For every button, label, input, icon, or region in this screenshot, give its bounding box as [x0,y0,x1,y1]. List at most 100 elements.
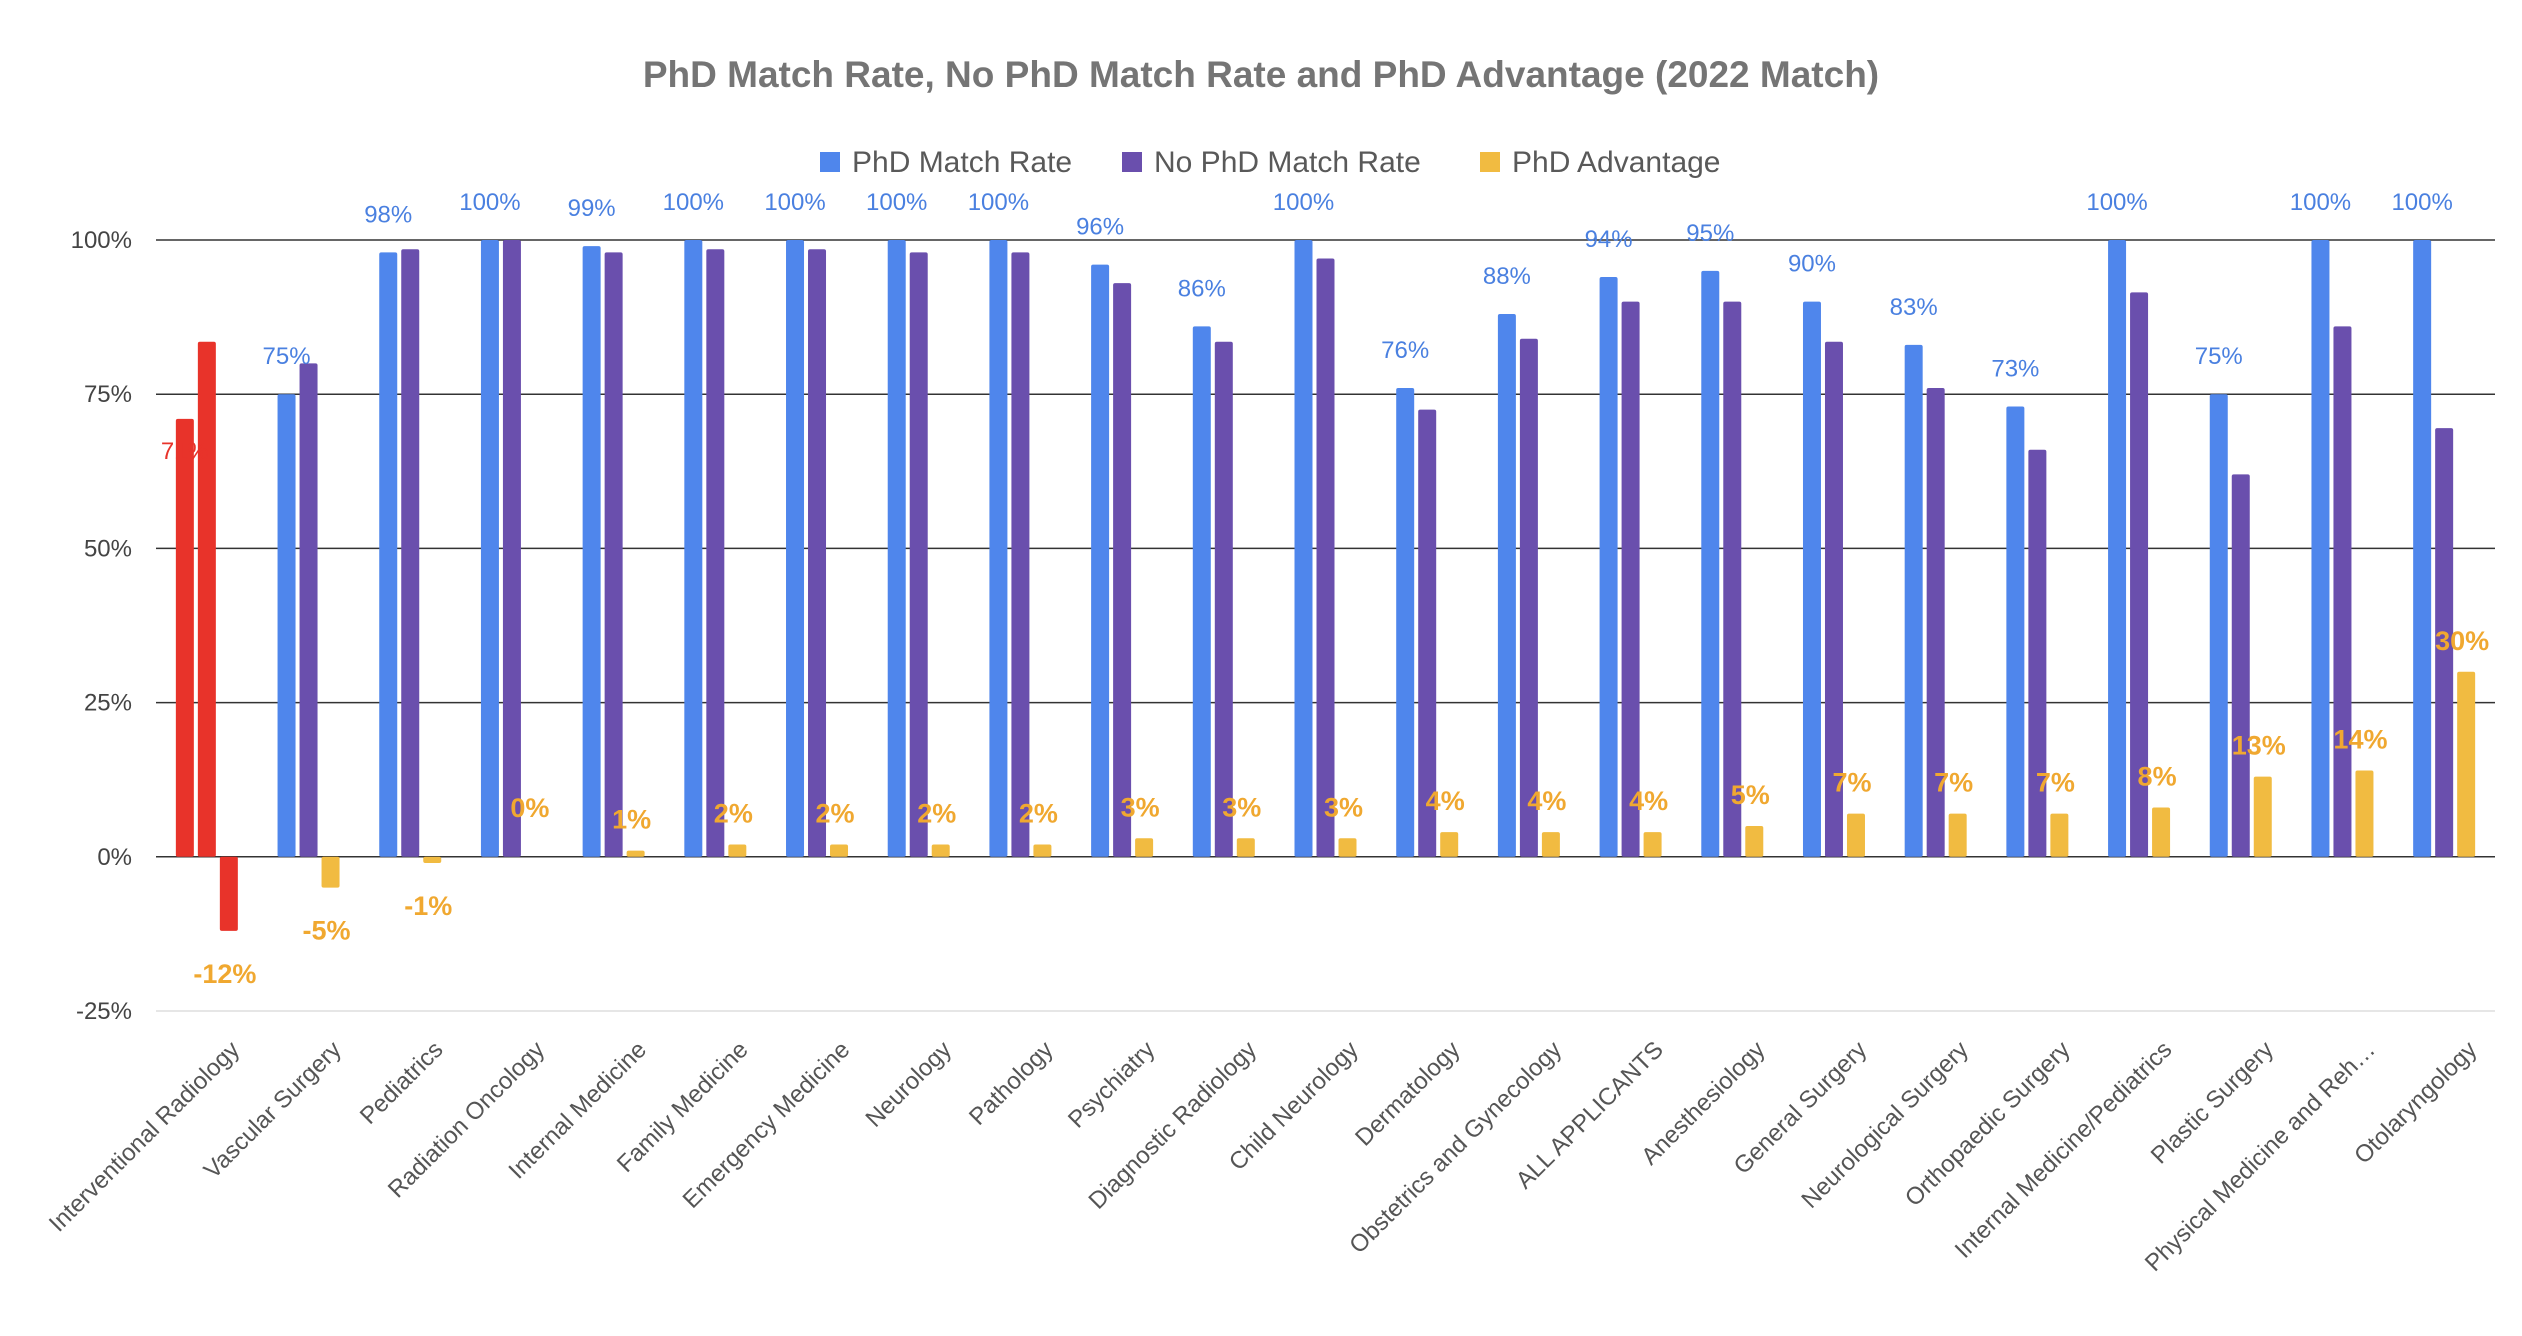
data-label-phd-match-rate: 90% [1788,251,1836,278]
bar-phd-advantage-internal-medicine [626,850,645,857]
bar-phd-match-rate-dermatology [1396,388,1415,857]
data-label-phd-match-rate: 99% [568,195,616,222]
bar-phd-advantage-emergency-medicine [830,844,849,857]
bar-phd-advantage-neurology [931,844,950,857]
data-label-phd-advantage: 4% [1629,786,1668,816]
bar-no-phd-match-rate-pathology [1011,252,1030,857]
data-label-phd-match-rate: 100% [764,189,825,216]
x-tick-label: Neurological Surgery [1796,1036,1974,1214]
bar-no-phd-match-rate-orthopaedic-surgery [2028,449,2047,857]
x-tick-label: Psychiatry [1063,1036,1160,1133]
bar-phd-advantage-pathology [1033,844,1052,857]
bar-no-phd-match-rate-pediatrics [401,249,420,857]
bar-no-phd-match-rate-physical-medicine-and-reh [2333,326,2352,857]
bar-phd-match-rate-radiation-oncology [480,240,499,857]
data-label-phd-match-rate: 75% [2195,343,2243,370]
bar-phd-advantage-internal-medicine-pediatrics [2152,807,2171,857]
data-label-phd-advantage: -12% [193,959,256,989]
bar-phd-match-rate-otolaryngology [2413,240,2432,857]
data-label-phd-advantage: -5% [303,916,351,946]
data-label-phd-advantage: 7% [1934,768,1973,798]
data-label-phd-match-rate: 100% [2391,189,2452,216]
data-label-phd-advantage: 13% [2232,731,2286,761]
bar-phd-match-rate-child-neurology [1294,240,1313,857]
data-label-phd-match-rate: 100% [1273,189,1334,216]
data-label-phd-match-rate: 100% [866,189,927,216]
data-label-phd-advantage: 14% [2333,724,2387,754]
x-tick-label: Pediatrics [355,1036,449,1130]
bar-phd-match-rate-neurology [887,240,906,857]
legend-label-phd-advantage: PhD Advantage [1512,146,1721,179]
bar-phd-advantage-orthopaedic-surgery [2050,813,2069,857]
bar-no-phd-match-rate-all-applicants [1621,301,1640,857]
bar-phd-advantage-dermatology [1440,832,1459,857]
bar-no-phd-match-rate-internal-medicine [604,252,623,857]
y-tick-label: 100% [71,227,132,254]
bar-phd-match-rate-anesthesiology [1701,270,1720,857]
data-label-phd-match-rate: 83% [1890,294,1938,321]
bar-no-phd-match-rate-internal-medicine-pediatrics [2130,292,2149,857]
data-label-phd-advantage: 7% [1832,768,1871,798]
bars [175,240,2476,931]
data-labels: 71% -12% 75% -5% 98% -1% 100% 0% 99% 1% 100% 2% 100%… [161,189,2489,989]
y-tick-label: 75% [84,381,132,408]
bar-phd-match-rate-internal-medicine [582,246,601,857]
bar-phd-advantage-physical-medicine-and-reh [2355,770,2374,857]
bar-phd-advantage-plastic-surgery [2253,776,2272,857]
y-tick-label: -25% [76,998,132,1025]
data-label-phd-match-rate: 94% [1585,226,1633,253]
data-label-phd-advantage: 3% [1324,792,1363,822]
data-label-phd-match-rate: 100% [2290,189,2351,216]
x-tick-label: Diagnostic Radiology [1084,1036,1263,1215]
data-label-phd-advantage: 3% [1121,792,1160,822]
data-label-phd-advantage: 4% [1527,786,1566,816]
data-label-phd-match-rate: 95% [1686,220,1734,247]
y-tick-label: 25% [84,690,132,717]
data-label-phd-advantage: 0% [510,793,549,823]
data-label-phd-advantage: 1% [612,805,651,835]
legend-swatch-phd-match-rate [820,152,840,172]
bar-phd-match-rate-psychiatry [1091,264,1110,857]
bar-no-phd-match-rate-child-neurology [1316,258,1335,857]
data-label-phd-match-rate: 98% [364,201,412,228]
data-label-phd-match-rate: 86% [1178,275,1226,302]
x-tick-label: Interventional Radiology [44,1036,245,1237]
data-label-phd-advantage: 2% [816,798,855,828]
bar-no-phd-match-rate-otolaryngology [2435,428,2454,857]
bar-no-phd-match-rate-family-medicine [706,249,725,857]
bar-no-phd-match-rate-psychiatry [1113,283,1132,857]
bar-phd-advantage-neurological-surgery [1948,813,1967,857]
bar-no-phd-match-rate-general-surgery [1824,341,1843,857]
bar-phd-advantage-interventional-radiology [219,856,238,931]
x-tick-label: Obstetrics and Gynecology [1344,1036,1567,1259]
bar-phd-match-rate-orthopaedic-surgery [2006,406,2025,857]
data-label-phd-advantage: 2% [917,798,956,828]
legend-swatch-no-phd-match-rate [1122,152,1142,172]
x-tick-label: Internal Medicine/Pediatrics [1950,1036,2178,1264]
data-label-phd-advantage: 7% [2036,768,2075,798]
bar-no-phd-match-rate-neurology [909,252,928,857]
data-label-phd-advantage: 3% [1222,792,1261,822]
bar-no-phd-match-rate-obstetrics-and-gynecology [1519,338,1538,857]
data-label-phd-advantage: 5% [1731,780,1770,810]
data-label-phd-match-rate: 71% [161,438,209,465]
data-label-phd-advantage: 30% [2435,626,2489,656]
data-label-phd-match-rate: 100% [459,189,520,216]
x-tick-label: Orthopaedic Surgery [1900,1036,2076,1212]
data-label-phd-match-rate: 100% [2086,189,2147,216]
legend-label-phd-match-rate: PhD Match Rate [852,146,1072,179]
bar-phd-match-rate-general-surgery [1802,301,1821,857]
data-label-phd-advantage: 2% [714,798,753,828]
data-label-phd-match-rate: 75% [263,343,311,370]
y-axis: 100% 75% 50% 25% 0% -25% [71,227,132,1025]
bar-phd-advantage-all-applicants [1643,832,1662,857]
bar-no-phd-match-rate-diagnostic-radiology [1214,341,1233,857]
bar-phd-match-rate-neurological-surgery [1904,344,1923,857]
bar-phd-match-rate-vascular-surgery [277,394,296,857]
legend: PhD Match Rate No PhD Match Rate PhD Advan… [820,146,1721,179]
data-label-phd-match-rate: 76% [1381,337,1429,364]
bar-phd-advantage-otolaryngology [2457,671,2476,857]
x-tick-label: Pathology [964,1036,1059,1131]
